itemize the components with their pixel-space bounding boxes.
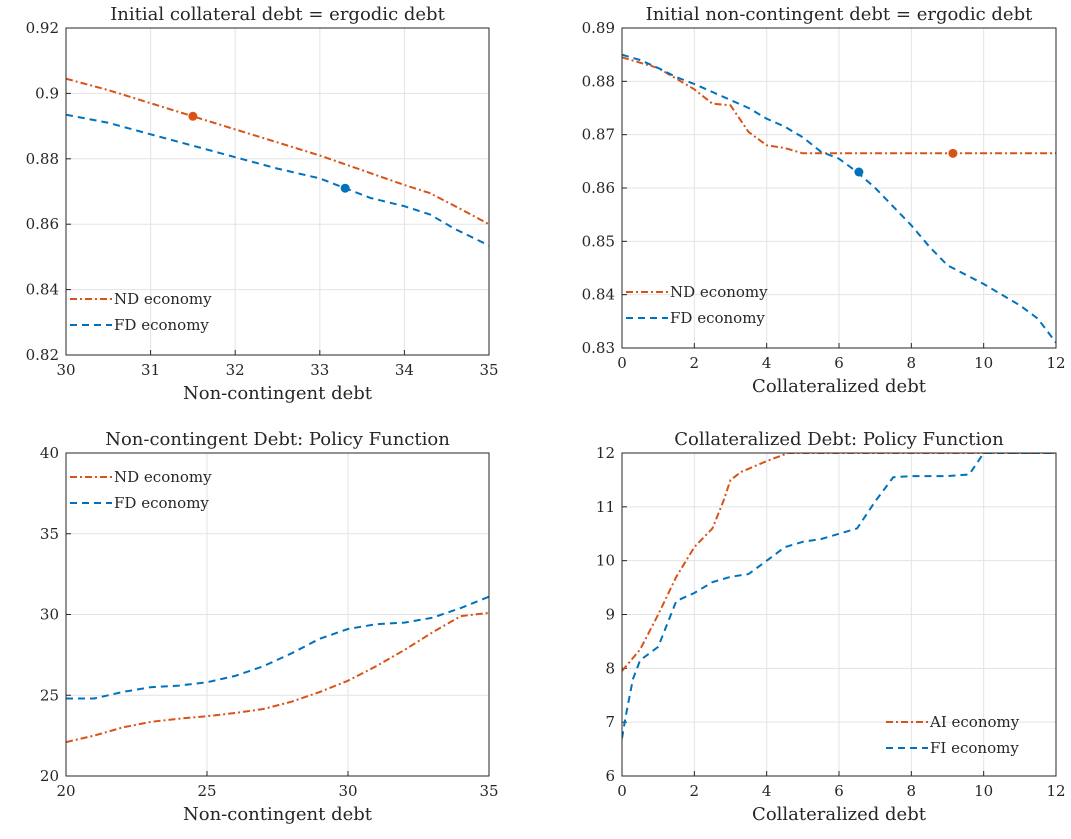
y-tick-label: 10 bbox=[596, 552, 615, 570]
plot-area bbox=[66, 28, 489, 355]
ergodic-point-nd-economy bbox=[188, 111, 198, 121]
series-line-fd-economy bbox=[66, 113, 489, 247]
x-tick-label: 2 bbox=[690, 782, 700, 800]
chart-title: Initial collateral debt = ergodic debt bbox=[110, 4, 445, 25]
x-tick-label: 33 bbox=[310, 361, 329, 379]
y-tick-label: 9 bbox=[605, 606, 615, 624]
y-tick-label: 0.84 bbox=[582, 286, 615, 304]
x-tick-label: 12 bbox=[1046, 354, 1065, 372]
y-tick-label: 0.85 bbox=[582, 232, 615, 250]
series-line-fd-economy bbox=[622, 53, 1056, 344]
x-tick-label: 35 bbox=[479, 361, 498, 379]
x-tick-label: 25 bbox=[197, 782, 216, 800]
y-tick-label: 8 bbox=[605, 659, 615, 677]
x-tick-label: 8 bbox=[907, 354, 917, 372]
legend-label: AI economy bbox=[929, 713, 1020, 731]
legend-label: FD economy bbox=[114, 494, 209, 512]
y-tick-label: 12 bbox=[596, 444, 615, 462]
x-tick-label: 6 bbox=[834, 782, 844, 800]
legend-label: FI economy bbox=[930, 739, 1019, 757]
series-line-fd-economy bbox=[66, 595, 489, 700]
x-tick-label: 32 bbox=[226, 361, 245, 379]
y-tick-label: 0.9 bbox=[35, 84, 59, 102]
legend-label: FD economy bbox=[670, 309, 765, 327]
ergodic-point-nd-economy bbox=[948, 148, 958, 158]
y-tick-label: 0.89 bbox=[582, 19, 615, 37]
y-tick-label: 25 bbox=[40, 686, 59, 704]
chart-panel-1: 30 31 32 33 34 35 0.82 0.84 0.86 0.88 0.9 0.92 Initi… bbox=[26, 4, 499, 404]
x-tick-label: 35 bbox=[479, 782, 498, 800]
series-line-ai-economy bbox=[622, 453, 1056, 672]
chart-title: Initial non-contingent debt = ergodic de… bbox=[646, 4, 1033, 25]
legend-label: FD economy bbox=[114, 316, 209, 334]
y-tick-label: 0.86 bbox=[26, 215, 59, 233]
series-line-nd-economy bbox=[66, 611, 489, 744]
axes-box bbox=[65, 27, 490, 356]
axes-box bbox=[621, 27, 1057, 349]
axes-box bbox=[621, 452, 1057, 777]
x-tick-label: 10 bbox=[974, 354, 993, 372]
chart-title: Non-contingent Debt: Policy Function bbox=[105, 429, 450, 450]
x-tick-label: 2 bbox=[690, 354, 700, 372]
legend: ND economy FD economy bbox=[70, 290, 212, 334]
x-tick-label: 8 bbox=[907, 782, 917, 800]
y-tick-label: 20 bbox=[40, 767, 59, 785]
series-line-nd-economy bbox=[66, 77, 489, 226]
x-tick-label: 31 bbox=[141, 361, 160, 379]
x-tick-label: 30 bbox=[56, 361, 75, 379]
chart-panel-2: 0 2 4 6 8 10 12 0.83 0.84 0.85 0.86 0.87 0.88 0.89 Ini… bbox=[582, 4, 1066, 397]
legend: ND economy FD economy bbox=[70, 468, 212, 512]
ergodic-point-fd-economy bbox=[854, 167, 864, 177]
y-tick-label: 6 bbox=[605, 767, 615, 785]
x-tick-label: 6 bbox=[834, 354, 844, 372]
legend: AI economy FI economy bbox=[886, 713, 1020, 757]
chart-panel-3: 20 25 30 35 20 25 30 35 40 Non-contingent Debt: P… bbox=[40, 429, 499, 825]
y-tick-label: 0.87 bbox=[582, 126, 615, 144]
x-tick-label: 20 bbox=[56, 782, 75, 800]
x-tick-label: 0 bbox=[617, 354, 627, 372]
y-tick-label: 0.83 bbox=[582, 339, 615, 357]
y-tick-label: 11 bbox=[596, 498, 615, 516]
y-tick-label: 0.92 bbox=[26, 19, 59, 37]
series-line-fi-economy bbox=[622, 453, 1056, 739]
x-tick-label: 34 bbox=[395, 361, 414, 379]
legend-label: ND economy bbox=[114, 468, 212, 486]
legend: ND economy FD economy bbox=[626, 283, 768, 327]
y-tick-label: 0.88 bbox=[26, 150, 59, 168]
ergodic-point-fd-economy bbox=[340, 183, 350, 193]
x-tick-label: 4 bbox=[762, 354, 772, 372]
y-tick-label: 7 bbox=[605, 713, 615, 731]
y-tick-label: 0.88 bbox=[582, 72, 615, 90]
x-tick-label: 12 bbox=[1046, 782, 1065, 800]
chart-panel-4: 0 2 4 6 8 10 12 6 7 8 9 10 11 12 Collateralized Debt: … bbox=[596, 429, 1066, 825]
x-tick-label: 10 bbox=[974, 782, 993, 800]
axes-box bbox=[65, 452, 490, 777]
x-tick-label: 0 bbox=[617, 782, 627, 800]
y-tick-label: 0.82 bbox=[26, 346, 59, 364]
legend-label: ND economy bbox=[114, 290, 212, 308]
x-axis-label: Non-contingent debt bbox=[183, 804, 373, 825]
chart-title: Collateralized Debt: Policy Function bbox=[674, 429, 1004, 450]
legend-label: ND economy bbox=[670, 283, 768, 301]
x-axis-label: Non-contingent debt bbox=[183, 383, 373, 404]
y-tick-label: 35 bbox=[40, 525, 59, 543]
y-tick-label: 0.86 bbox=[582, 179, 615, 197]
x-tick-label: 30 bbox=[338, 782, 357, 800]
x-axis-label: Collateralized debt bbox=[752, 804, 927, 825]
x-axis-label: Collateralized debt bbox=[752, 376, 927, 397]
x-tick-label: 4 bbox=[762, 782, 772, 800]
y-tick-label: 30 bbox=[40, 606, 59, 624]
y-tick-label: 40 bbox=[40, 444, 59, 462]
y-tick-label: 0.84 bbox=[26, 281, 59, 299]
